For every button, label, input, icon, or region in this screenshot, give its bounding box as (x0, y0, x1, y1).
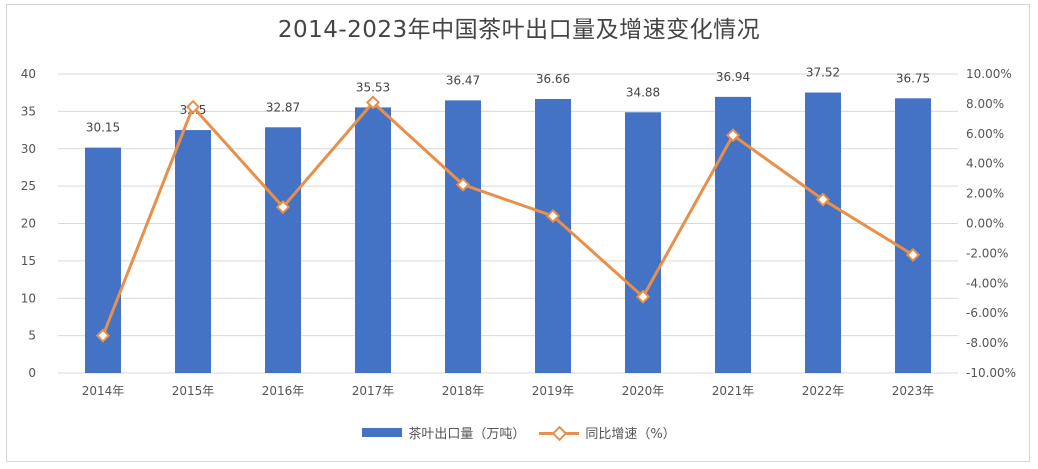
bar-data-label: 35.53 (356, 80, 390, 94)
bar-data-label: 30.15 (86, 121, 120, 135)
y-right-tick-label: 8.00% (966, 97, 1004, 111)
x-tick-label: 2017年 (352, 384, 395, 398)
y-right-tick-label: 6.00% (966, 127, 1004, 141)
growth-marker (545, 208, 561, 224)
bar (445, 100, 481, 373)
bar (355, 107, 391, 373)
y-right-tick-label: 4.00% (966, 157, 1004, 171)
y-right-tick-label: -4.00% (966, 276, 1008, 290)
chart-legend: 茶叶出口量（万吨） 同比增速（%） (0, 423, 1038, 442)
growth-marker (95, 328, 111, 343)
growth-marker (905, 247, 921, 262)
bar-data-label: 37.52 (806, 66, 840, 80)
x-tick-label: 2020年 (622, 384, 665, 398)
bar-data-label: 36.66 (536, 72, 570, 86)
bar (805, 92, 841, 374)
y-left-tick-label: 25 (21, 179, 36, 193)
growth-marker (725, 128, 741, 143)
x-tick-label: 2023年 (892, 384, 935, 398)
y-right-tick-label: -8.00% (966, 336, 1008, 350)
bar (895, 98, 931, 373)
bar (535, 98, 571, 374)
growth-marker (185, 99, 201, 114)
x-tick-label: 2018年 (442, 384, 485, 398)
bar-data-label: 36.75 (896, 71, 930, 85)
y-right-tick-label: 2.00% (966, 187, 1004, 201)
growth-marker (455, 177, 471, 192)
y-left-tick-label: 35 (21, 104, 36, 118)
bar (625, 112, 661, 373)
bar-data-label: 32.87 (266, 100, 300, 114)
legend-item-growth: 同比增速（%） (539, 423, 676, 442)
bar (175, 130, 211, 373)
y-left-tick-label: 5 (28, 329, 36, 343)
y-right-tick-label: -2.00% (966, 246, 1008, 260)
legend-item-volume: 茶叶出口量（万吨） (362, 423, 525, 442)
x-tick-label: 2021年 (712, 384, 755, 398)
y-right-tick-label: -10.00% (966, 366, 1016, 380)
x-tick-label: 2016年 (262, 384, 305, 398)
bar (265, 127, 301, 373)
legend-line-swatch (539, 427, 580, 439)
y-left-tick-label: 20 (21, 217, 36, 231)
legend-label-volume: 茶叶出口量（万吨） (408, 427, 526, 442)
growth-marker (365, 95, 381, 110)
growth-marker (635, 289, 651, 304)
y-left-tick-label: 40 (21, 67, 36, 81)
growth-line (101, 100, 914, 337)
y-left-tick-label: 15 (21, 254, 36, 268)
growth-marker (275, 199, 291, 215)
y-right-tick-label: 0.00% (966, 217, 1004, 231)
x-tick-label: 2014年 (82, 384, 125, 398)
legend-bar-swatch (362, 428, 403, 437)
bar-data-label: 36.94 (716, 70, 750, 84)
x-tick-label: 2015年 (172, 384, 215, 398)
y-right-tick-label: -6.00% (966, 306, 1008, 320)
y-right-tick-label: 10.00% (966, 67, 1012, 81)
bar-data-label: 34.88 (626, 85, 660, 99)
x-tick-label: 2022年 (802, 384, 845, 398)
y-left-tick-label: 0 (28, 366, 36, 380)
chart-title: 2014-2023年中国茶叶出口量及增速变化情况 (277, 17, 761, 43)
y-left-tick-label: 30 (21, 142, 36, 156)
bar-data-label: 36.47 (446, 73, 480, 87)
growth-marker (815, 192, 831, 207)
x-tick-label: 2019年 (532, 384, 575, 398)
legend-label-growth: 同比增速（%） (585, 427, 676, 442)
y-left-tick-label: 10 (21, 291, 36, 305)
